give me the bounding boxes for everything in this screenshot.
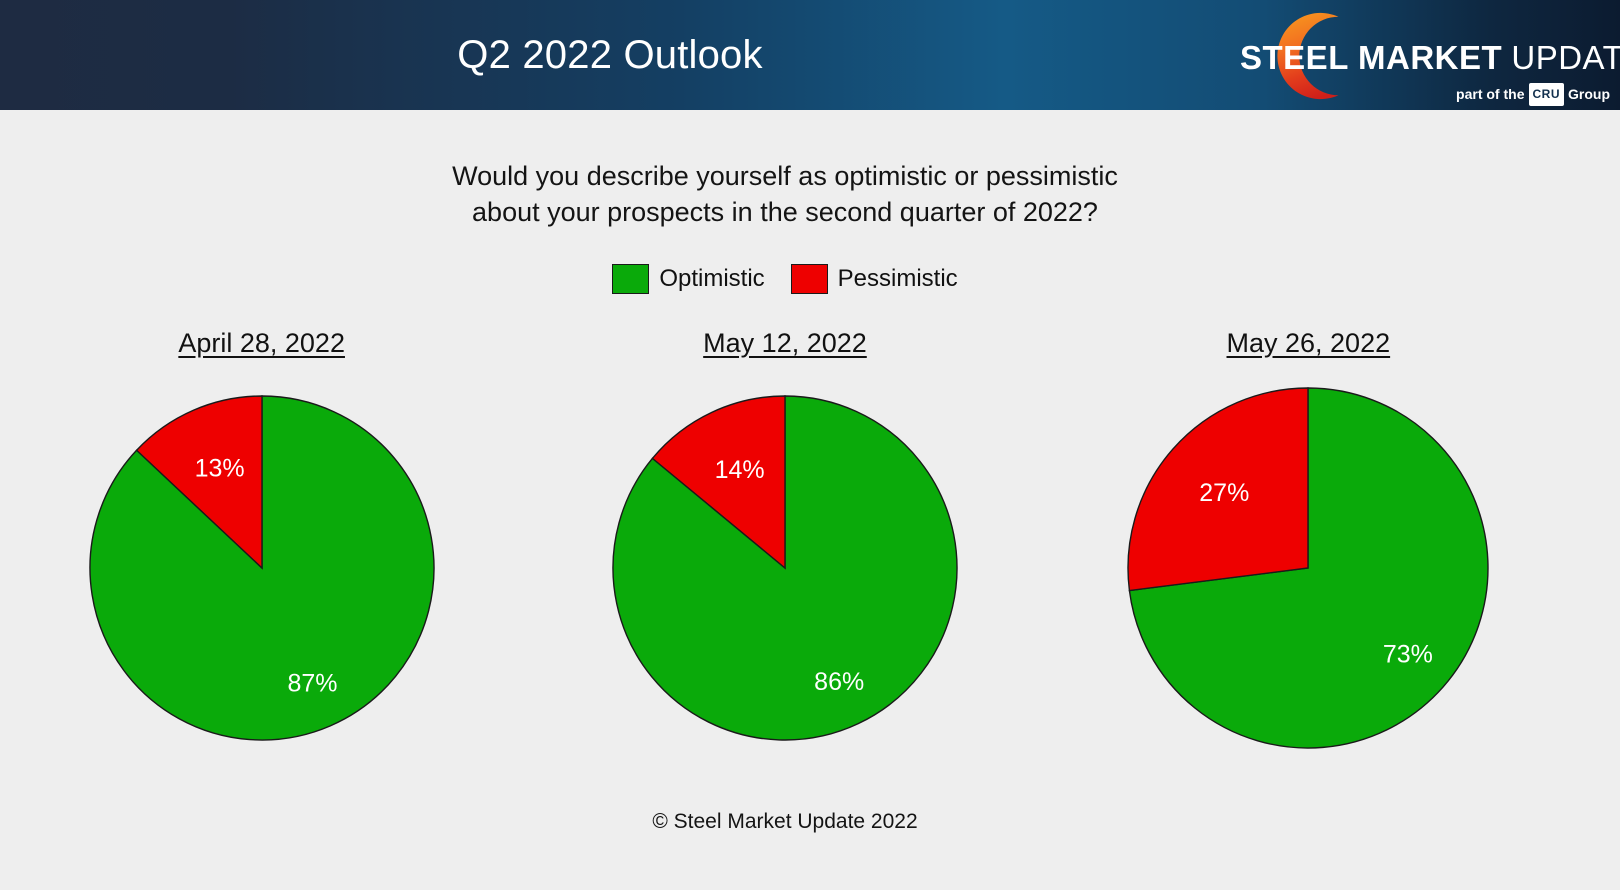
pie-value-label-optimistic: 73%: [1383, 641, 1433, 669]
chart-legend: Optimistic Pessimistic: [0, 264, 1570, 294]
pie-chart-2-svg: 86% 14%: [612, 395, 958, 741]
pie-value-label-optimistic: 87%: [287, 669, 337, 697]
pie-slice-pessimistic: [1127, 387, 1310, 592]
logo-subtitle: part of the CRU Group: [1456, 83, 1610, 106]
survey-question-line-2: about your prospects in the second quart…: [472, 197, 1098, 227]
legend-label-pessimistic: Pessimistic: [837, 265, 958, 292]
legend-label-optimistic: Optimistic: [659, 265, 765, 292]
logo-crescent-icon: [1277, 12, 1339, 100]
pie-value-label-pessimistic: 13%: [194, 455, 244, 483]
pie-chart-date-1: April 28, 2022: [178, 328, 345, 358]
page-title: Q2 2022 Outlook: [457, 33, 763, 77]
pie-chart-group-1: April 28, 2022 87% 13%: [32, 326, 492, 758]
legend-item-pessimistic: Pessimistic: [790, 264, 958, 294]
pie-chart-group-3: May 26, 2022 73% 27%: [1078, 326, 1538, 758]
logo-sub-prefix: part of the: [1456, 86, 1525, 102]
survey-question-line-1: Would you describe yourself as optimisti…: [452, 161, 1118, 191]
pie-chart-3-svg: 73% 27%: [1127, 387, 1489, 749]
logo-update-text: UPDATE: [1511, 39, 1620, 76]
logo-sub-suffix: Group: [1568, 86, 1610, 102]
survey-question: Would you describe yourself as optimisti…: [0, 158, 1570, 230]
pie-chart-1-svg: 87% 13%: [88, 395, 435, 741]
logo-steel-text: STEEL: [1240, 39, 1349, 76]
pie-value-label-pessimistic: 27%: [1200, 479, 1250, 507]
pie-chart-3: 73% 27%: [1118, 378, 1498, 758]
cru-badge: CRU: [1528, 83, 1564, 106]
pie-chart-date-2: May 12, 2022: [703, 328, 867, 358]
legend-swatch-pessimistic: [790, 264, 828, 294]
pie-chart-date-3: May 26, 2022: [1226, 328, 1391, 358]
pie-chart-row: April 28, 2022 87% 13% May 12, 2022 86% 14…: [0, 326, 1570, 758]
pie-slice-pessimistic: [651, 395, 786, 570]
pie-slice-pessimistic: [135, 395, 263, 570]
pie-value-label-optimistic: 86%: [814, 668, 864, 696]
logo-wordmark: STEEL MARKET UPDATE: [1240, 38, 1620, 78]
pie-value-label-pessimistic: 14%: [715, 456, 765, 484]
legend-item-optimistic: Optimistic: [612, 264, 765, 294]
pie-chart-1: 87% 13%: [72, 378, 452, 758]
page-header: Q2 2022 Outlook STEEL MARKET UPDATE part…: [0, 0, 1620, 110]
footer-copyright: © Steel Market Update 2022: [652, 810, 918, 833]
pie-chart-2: 86% 14%: [595, 378, 975, 758]
legend-swatch-optimistic: [612, 264, 650, 294]
pie-chart-group-2: May 12, 2022 86% 14%: [555, 326, 1015, 758]
logo-market-text: MARKET: [1358, 39, 1503, 76]
